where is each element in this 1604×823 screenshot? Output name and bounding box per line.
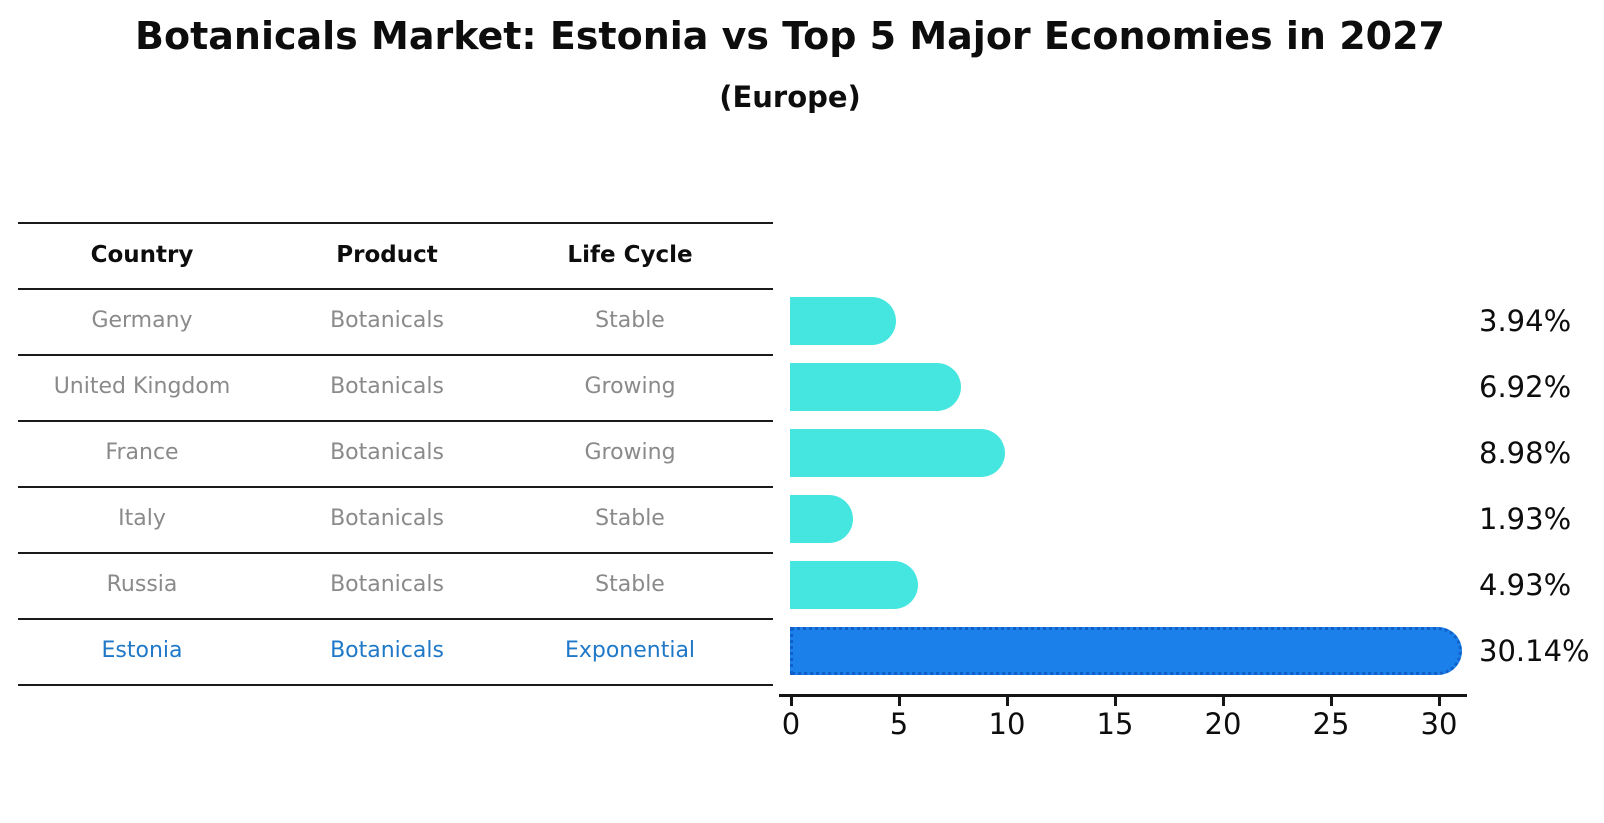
table-cell-product: Botanicals [330, 308, 444, 333]
table-cell-country: France [105, 440, 179, 465]
column-header-life-cycle: Life Cycle [567, 242, 693, 268]
x-axis-tick-label: 15 [1096, 707, 1134, 741]
table-row-divider [18, 420, 773, 422]
table-cell-country: Estonia [101, 638, 183, 663]
table-cell-product: Botanicals [330, 572, 444, 597]
table-cell-country: Russia [106, 572, 178, 597]
table-cell-product: Botanicals [330, 440, 444, 465]
x-axis-tick-mark [1221, 697, 1225, 706]
table-row-divider [18, 684, 773, 686]
x-axis-tick-mark [1005, 697, 1009, 706]
value-label: 30.14% [1479, 634, 1590, 668]
column-header-product: Product [336, 242, 438, 268]
table-cell-country: Germany [91, 308, 193, 333]
x-axis-tick-mark [1329, 697, 1333, 706]
value-bar [790, 495, 853, 543]
value-label: 1.93% [1479, 502, 1572, 536]
table-top-border [18, 222, 773, 224]
table-cell-life-cycle: Growing [584, 440, 676, 465]
x-axis-tick-label: 10 [988, 707, 1026, 741]
table-cell-product: Botanicals [330, 506, 444, 531]
value-label: 4.93% [1479, 568, 1572, 602]
table-row-divider [18, 354, 773, 356]
chart-subtitle: (Europe) [719, 80, 861, 114]
value-bar [790, 429, 1005, 477]
x-axis-tick-mark [1437, 697, 1441, 706]
table-header-divider [18, 288, 773, 290]
value-label: 3.94% [1479, 304, 1572, 338]
table-cell-life-cycle: Stable [595, 572, 665, 597]
table-row-divider [18, 486, 773, 488]
x-axis-tick-mark [897, 697, 901, 706]
x-axis-tick-label: 0 [781, 707, 801, 741]
value-label: 8.98% [1479, 436, 1572, 470]
x-axis-tick-label: 20 [1204, 707, 1242, 741]
value-bar [790, 363, 961, 411]
table-cell-country: Italy [118, 506, 166, 531]
x-axis-tick-mark [1113, 697, 1117, 706]
table-cell-life-cycle: Stable [595, 506, 665, 531]
x-axis-line [779, 694, 1467, 697]
x-axis-tick-label: 25 [1312, 707, 1350, 741]
chart-title: Botanicals Market: Estonia vs Top 5 Majo… [135, 14, 1445, 58]
value-label: 6.92% [1479, 370, 1572, 404]
table-cell-life-cycle: Growing [584, 374, 676, 399]
value-bar [790, 297, 897, 345]
table-cell-country: United Kingdom [53, 374, 231, 399]
table-cell-product: Botanicals [330, 374, 444, 399]
value-bar [790, 561, 918, 609]
table-cell-life-cycle: Stable [595, 308, 665, 333]
x-axis-tick-label: 5 [889, 707, 909, 741]
table-cell-product: Botanicals [330, 638, 444, 663]
table-cell-life-cycle: Exponential [564, 638, 696, 663]
x-axis-tick-label: 30 [1420, 707, 1458, 741]
table-row-divider [18, 618, 773, 620]
x-axis-tick-mark [789, 697, 793, 706]
column-header-country: Country [90, 242, 194, 268]
table-row-divider [18, 552, 773, 554]
value-bar-highlighted [790, 627, 1462, 675]
